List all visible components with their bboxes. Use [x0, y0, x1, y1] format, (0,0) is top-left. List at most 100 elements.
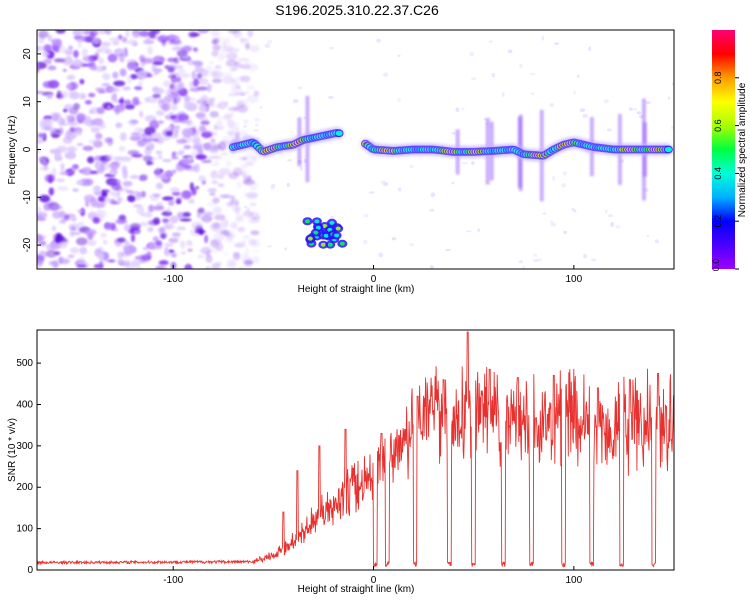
secondary-blob-core: [314, 219, 320, 224]
noise-speckle: [451, 181, 455, 185]
noise-speckle: [606, 128, 612, 132]
noise-speckle: [118, 99, 125, 104]
noise-speckle: [264, 43, 270, 49]
noise-speckle: [217, 183, 225, 187]
noise-speckle: [92, 185, 102, 193]
noise-speckle: [174, 36, 180, 42]
noise-speckle: [179, 240, 186, 249]
noise-speckle: [236, 85, 241, 89]
noise-speckle: [129, 135, 142, 142]
noise-speckle: [76, 264, 87, 268]
noise-speckle: [88, 139, 97, 144]
noise-speckle: [138, 221, 150, 227]
noise-speckle: [230, 221, 238, 230]
noise-speckle: [220, 51, 227, 59]
noise-speckle: [158, 260, 169, 266]
noise-speckle: [148, 241, 156, 250]
noise-speckle: [201, 159, 212, 163]
spectrogram-y-tick-label: -10: [22, 190, 33, 205]
noise-speckle: [127, 194, 136, 203]
noise-speckle: [210, 162, 221, 167]
noise-speckle: [231, 78, 238, 82]
snr-x-tick-label: 0: [371, 575, 377, 586]
noise-speckle: [197, 254, 205, 259]
noise-speckle: [152, 236, 159, 242]
noise-speckle: [166, 126, 173, 131]
noise-speckle: [176, 226, 186, 231]
noise-speckle: [533, 258, 539, 263]
noise-speckle: [245, 42, 250, 50]
noise-speckle: [151, 68, 163, 73]
noise-speckle: [529, 72, 536, 76]
noise-speckle: [163, 223, 175, 230]
noise-speckle: [119, 68, 127, 77]
noise-speckle: [582, 113, 589, 119]
noise-speckle: [97, 90, 107, 94]
noise-speckle: [157, 120, 164, 124]
noise-speckle: [461, 107, 465, 111]
spectrogram-x-tick-label: -100: [163, 274, 183, 285]
noise-speckle: [226, 261, 237, 269]
noise-speckle: [48, 187, 55, 196]
noise-speckle: [303, 116, 306, 120]
noise-speckle: [470, 77, 477, 81]
noise-speckle: [193, 47, 198, 52]
noise-speckle: [157, 154, 163, 160]
noise-speckle: [220, 152, 228, 156]
noise-speckle: [154, 169, 162, 175]
noise-speckle: [245, 161, 255, 167]
noise-speckle: [79, 78, 85, 85]
noise-speckle: [201, 100, 214, 107]
noise-speckle: [542, 212, 547, 215]
spectrogram-track-layer: [227, 126, 674, 249]
noise-speckle: [115, 218, 128, 225]
noise-speckle: [243, 205, 248, 209]
noise-speckle: [117, 237, 126, 243]
noise-speckle: [286, 182, 290, 188]
noise-speckle: [186, 240, 193, 246]
noise-speckle: [68, 91, 80, 100]
noise-speckle: [218, 193, 231, 199]
noise-speckle: [69, 83, 74, 89]
noise-speckle: [51, 225, 57, 232]
noise-speckle: [37, 45, 46, 51]
noise-speckle: [41, 117, 54, 127]
noise-speckle: [237, 265, 247, 269]
noise-speckle: [56, 178, 66, 182]
colorbar-tick-label: 0.6: [713, 119, 723, 132]
noise-speckle: [76, 142, 84, 147]
noise-speckle: [615, 225, 621, 229]
noise-speckle: [211, 248, 218, 254]
noise-speckle: [99, 46, 110, 54]
spectrogram-x-ticks: -100 0 100: [163, 265, 583, 285]
noise-speckle: [98, 260, 104, 269]
noise-speckle: [102, 73, 111, 81]
noise-speckle: [383, 72, 389, 77]
noise-speckle: [125, 30, 130, 38]
noise-speckle: [132, 30, 140, 38]
noise-speckle: [47, 34, 53, 41]
noise-speckle: [165, 88, 172, 97]
secondary-blob-core: [313, 230, 319, 235]
noise-speckle: [53, 205, 63, 210]
noise-speckle: [240, 75, 251, 83]
noise-speckle: [209, 61, 215, 65]
noise-speckle: [123, 99, 132, 106]
noise-speckle: [57, 116, 64, 126]
noise-speckle: [117, 259, 125, 266]
noise-speckle: [67, 254, 75, 259]
spectrogram-y-tick-label: 0: [22, 146, 33, 152]
noise-speckle: [603, 98, 609, 104]
snr-y-ticks: 0 100 200 300 400 500: [16, 358, 41, 576]
noise-speckle: [477, 228, 481, 233]
noise-speckle: [211, 78, 222, 84]
noise-speckle: [144, 126, 156, 135]
noise-speckle: [297, 86, 303, 90]
noise-speckle: [236, 241, 244, 250]
figure-title: S196.2025.310.22.37.C26: [275, 2, 439, 18]
snr-y-tick-label: 500: [16, 358, 33, 369]
noise-speckle: [239, 171, 242, 174]
noise-speckle: [83, 194, 95, 203]
noise-speckle: [160, 233, 167, 240]
noise-speckle: [228, 48, 240, 54]
